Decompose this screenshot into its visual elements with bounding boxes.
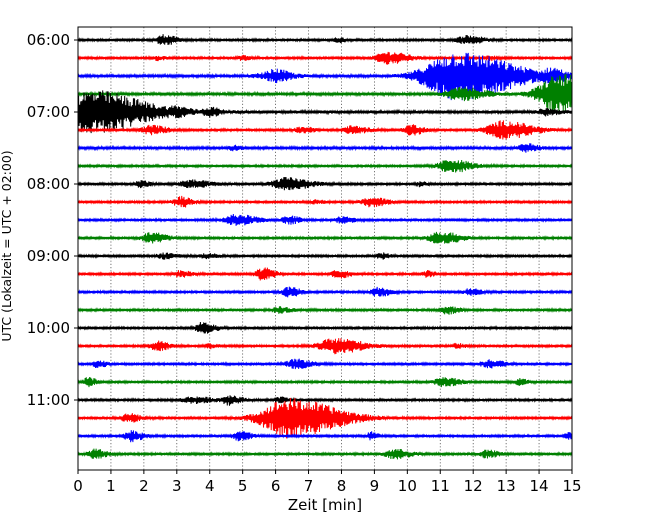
x-tick-label-4: 4 (205, 477, 215, 495)
y-axis-label: UTC (Lokalzeit = UTC + 02:00) (0, 150, 14, 341)
x-tick-label-9: 9 (370, 477, 380, 495)
x-tick-label-14: 14 (530, 477, 549, 495)
y-tick-label-1100: 11:00 (27, 391, 70, 409)
y-tick-label-1000: 10:00 (27, 319, 70, 337)
x-tick-label-10: 10 (398, 477, 417, 495)
x-tick-label-0: 0 (73, 477, 83, 495)
y-axis-ticks: 06:00 07:00 08:00 09:00 10:00 11:00 (27, 31, 78, 409)
x-axis-ticks: 0 1 2 3 4 5 6 7 8 9 10 11 12 13 14 15 (73, 470, 582, 495)
x-axis-label: Zeit [min] (288, 496, 362, 514)
x-tick-label-7: 7 (304, 477, 314, 495)
x-tick-label-8: 8 (337, 477, 347, 495)
x-tick-label-11: 11 (431, 477, 450, 495)
x-tick-label-12: 12 (464, 477, 483, 495)
x-tick-label-2: 2 (139, 477, 149, 495)
y-tick-label-0900: 09:00 (27, 247, 70, 265)
x-tick-label-15: 15 (562, 477, 581, 495)
seismogram-traces (77, 34, 573, 460)
y-tick-label-0800: 08:00 (27, 175, 70, 193)
grid-lines (110, 27, 540, 470)
x-tick-label-3: 3 (172, 477, 182, 495)
x-tick-label-5: 5 (238, 477, 248, 495)
x-tick-label-1: 1 (106, 477, 116, 495)
plot-frame (77, 26, 573, 471)
x-tick-label-6: 6 (271, 477, 281, 495)
x-tick-label-13: 13 (497, 477, 516, 495)
y-tick-label-0600: 06:00 (27, 31, 70, 49)
y-tick-label-0700: 07:00 (27, 103, 70, 121)
